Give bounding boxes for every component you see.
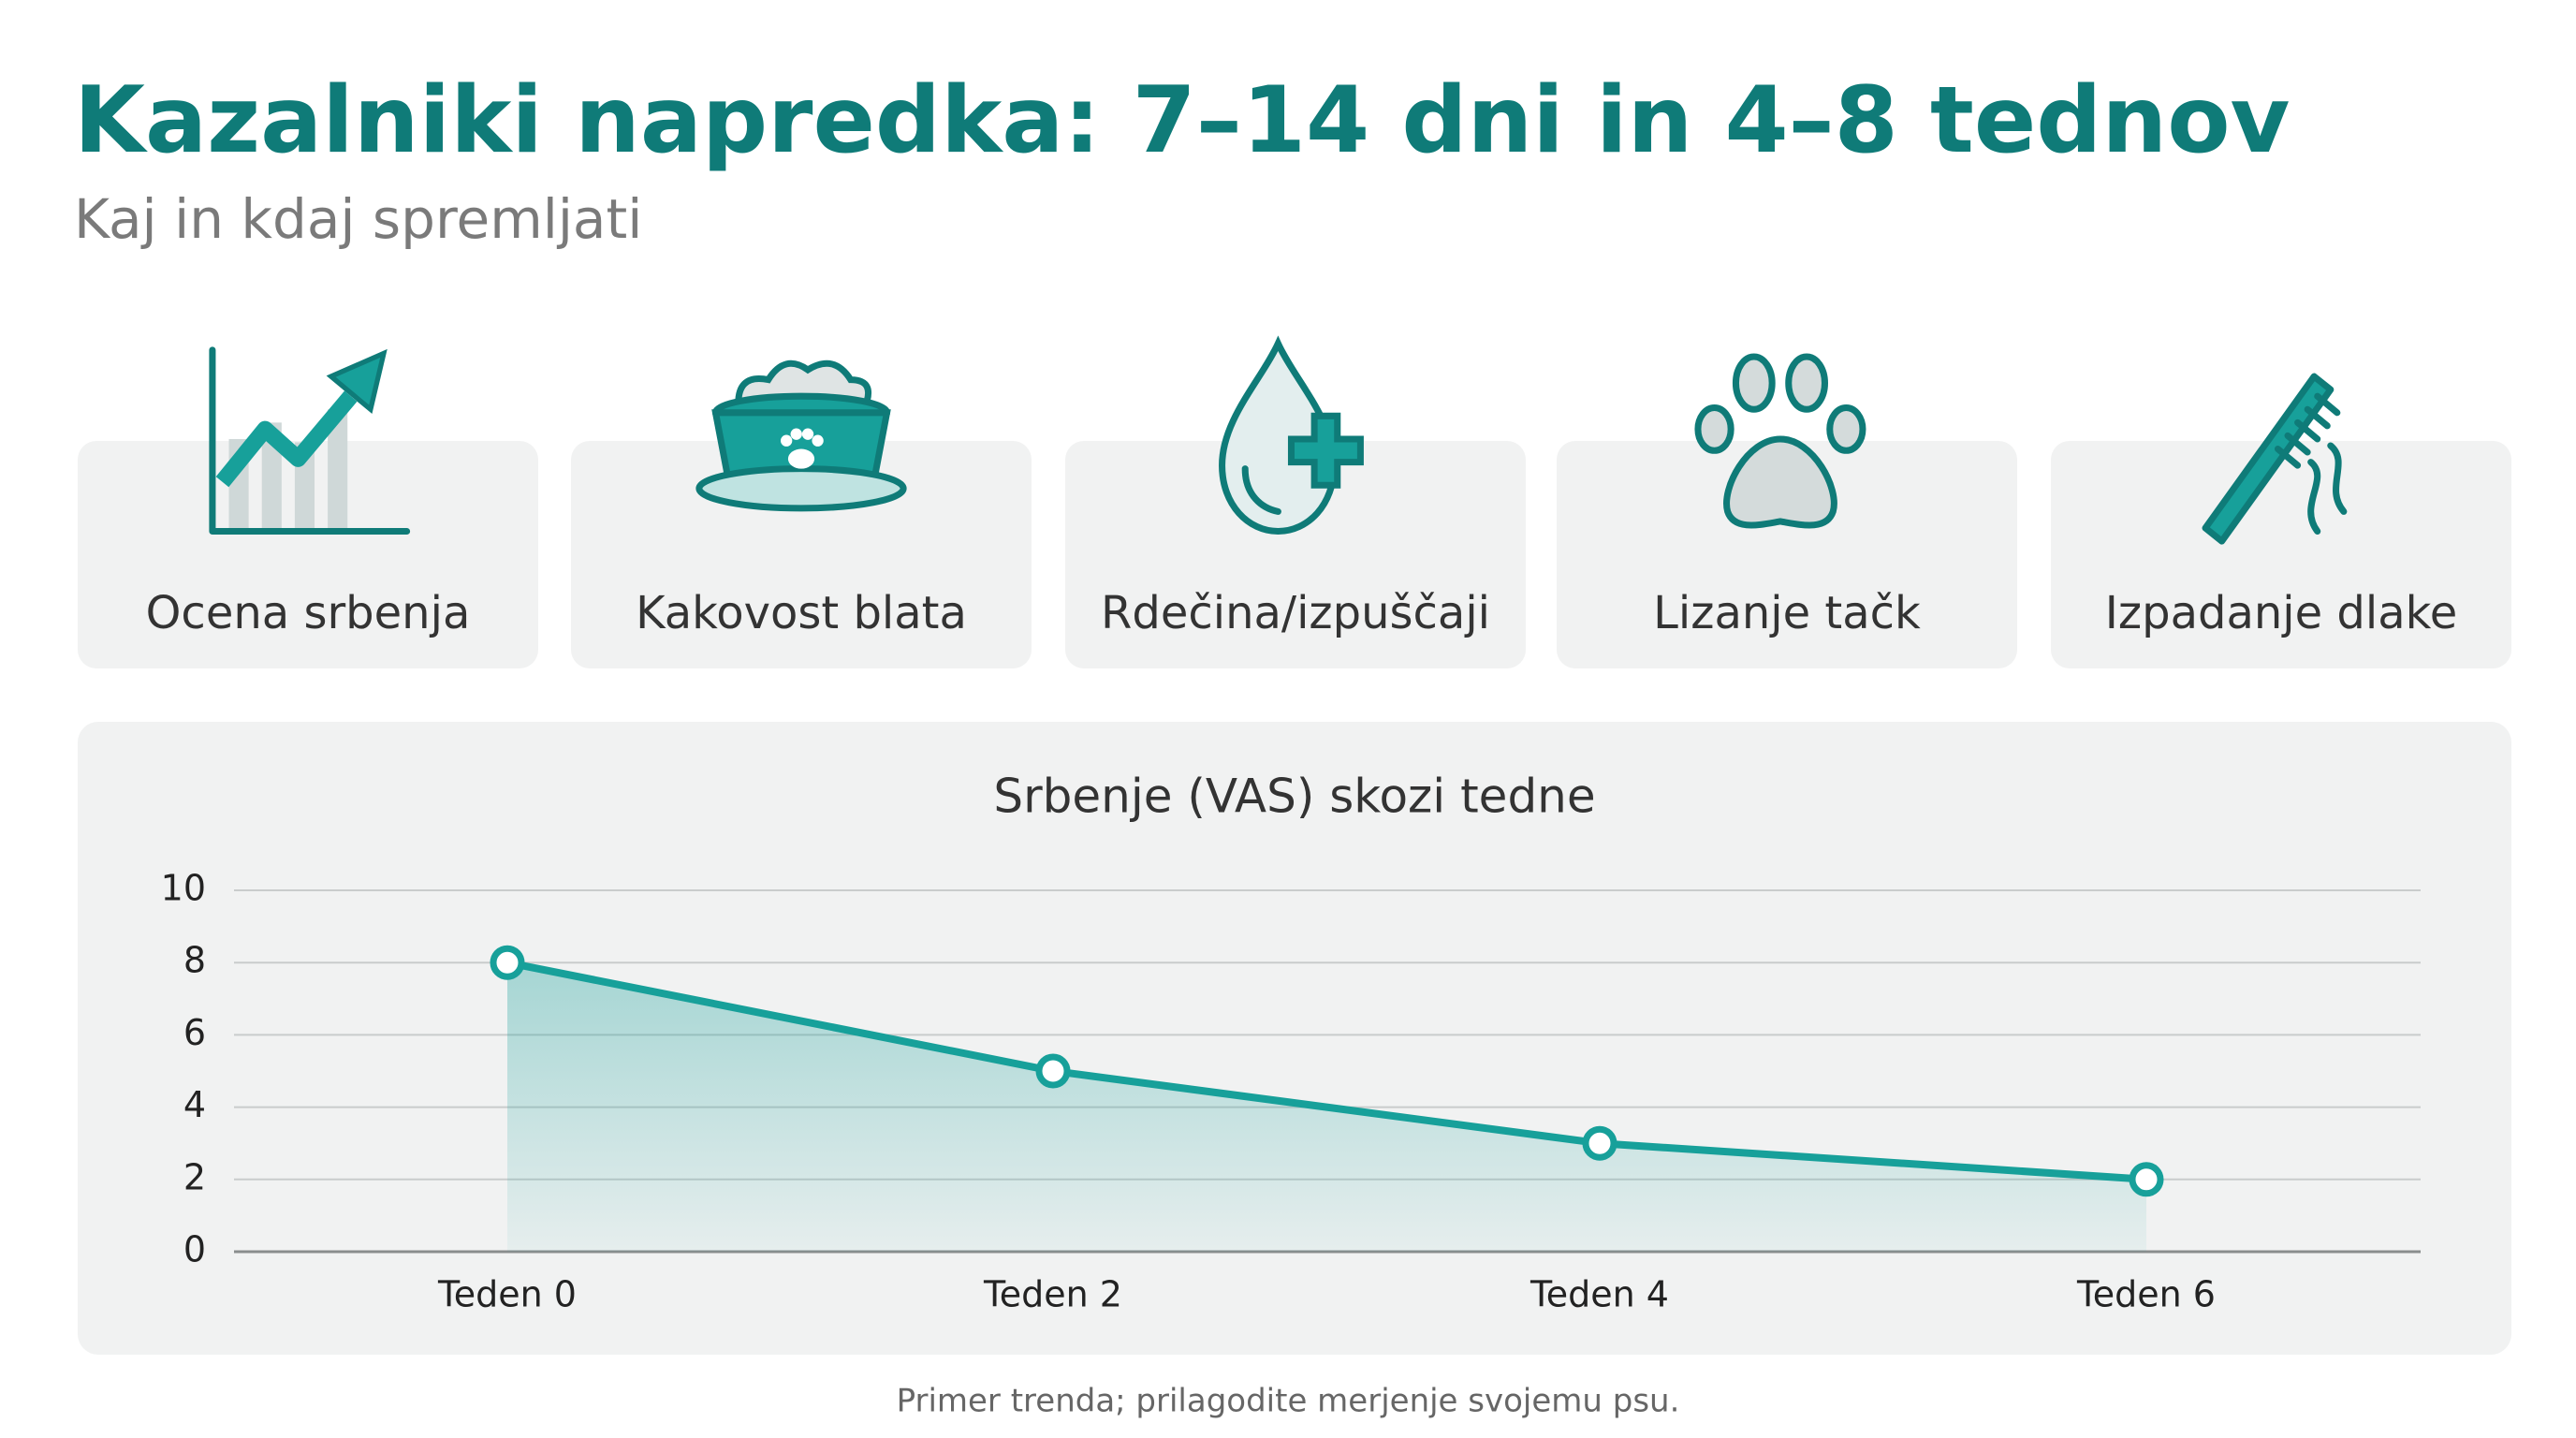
indicator-card xyxy=(1557,441,2017,668)
point xyxy=(1582,1125,1617,1161)
indicator-label: Rdečina/izpuščaji xyxy=(1101,587,1490,639)
indicator-card xyxy=(78,441,538,668)
x-tick-label: Teden 2 xyxy=(983,1274,1122,1315)
y-tick-label: 6 xyxy=(183,1012,206,1053)
icon-paw xyxy=(1694,353,1866,529)
y-tick-label: 2 xyxy=(183,1156,206,1197)
icon-chart xyxy=(209,346,411,536)
point xyxy=(2129,1162,2164,1197)
subtitle: Kaj in kdaj spremljati xyxy=(74,187,642,251)
y-tick-label: 8 xyxy=(183,940,206,981)
title: Kazalniki napredka: 7–14 dni in 4–8 tedn… xyxy=(74,67,2290,174)
indicator-label: Kakovost blata xyxy=(636,587,967,639)
indicator-cards: Ocena srbenja Kakovost blata Rdečina/izpuš… xyxy=(78,441,2511,668)
indicator-label: Lizanje tačk xyxy=(1653,587,1921,639)
y-tick-label: 10 xyxy=(161,868,206,909)
line-area xyxy=(507,962,2146,1252)
x-tick-label: Teden 4 xyxy=(1530,1274,1669,1315)
line xyxy=(506,959,2147,1183)
indicator-label: Ocena srbenja xyxy=(146,587,471,639)
indicator-label: Izpadanje dlake xyxy=(2105,587,2458,639)
chart-title: Srbenje (VAS) skozi tedne xyxy=(993,770,1595,824)
icon-drop xyxy=(1219,335,1364,536)
icon-bowl xyxy=(695,360,907,512)
point xyxy=(1035,1053,1071,1089)
indicator-card xyxy=(2051,441,2511,668)
indicator-card xyxy=(1065,441,1526,668)
footnote: Primer trenda; prilagodite merjenje svoj… xyxy=(897,1383,1680,1420)
y-tick-label: 4 xyxy=(183,1084,206,1125)
y-tick-label: 0 xyxy=(183,1229,206,1270)
x-tick-label: Teden 0 xyxy=(437,1274,577,1315)
icon-comb xyxy=(2202,373,2348,545)
point xyxy=(490,945,525,980)
line-chart: 0 2 4 6 8 10 Teden 0 Teden 2 Teden 4 Teden 6 xyxy=(161,868,2421,1315)
indicator-card xyxy=(571,441,1032,668)
x-tick-label: Teden 6 xyxy=(2076,1274,2216,1315)
